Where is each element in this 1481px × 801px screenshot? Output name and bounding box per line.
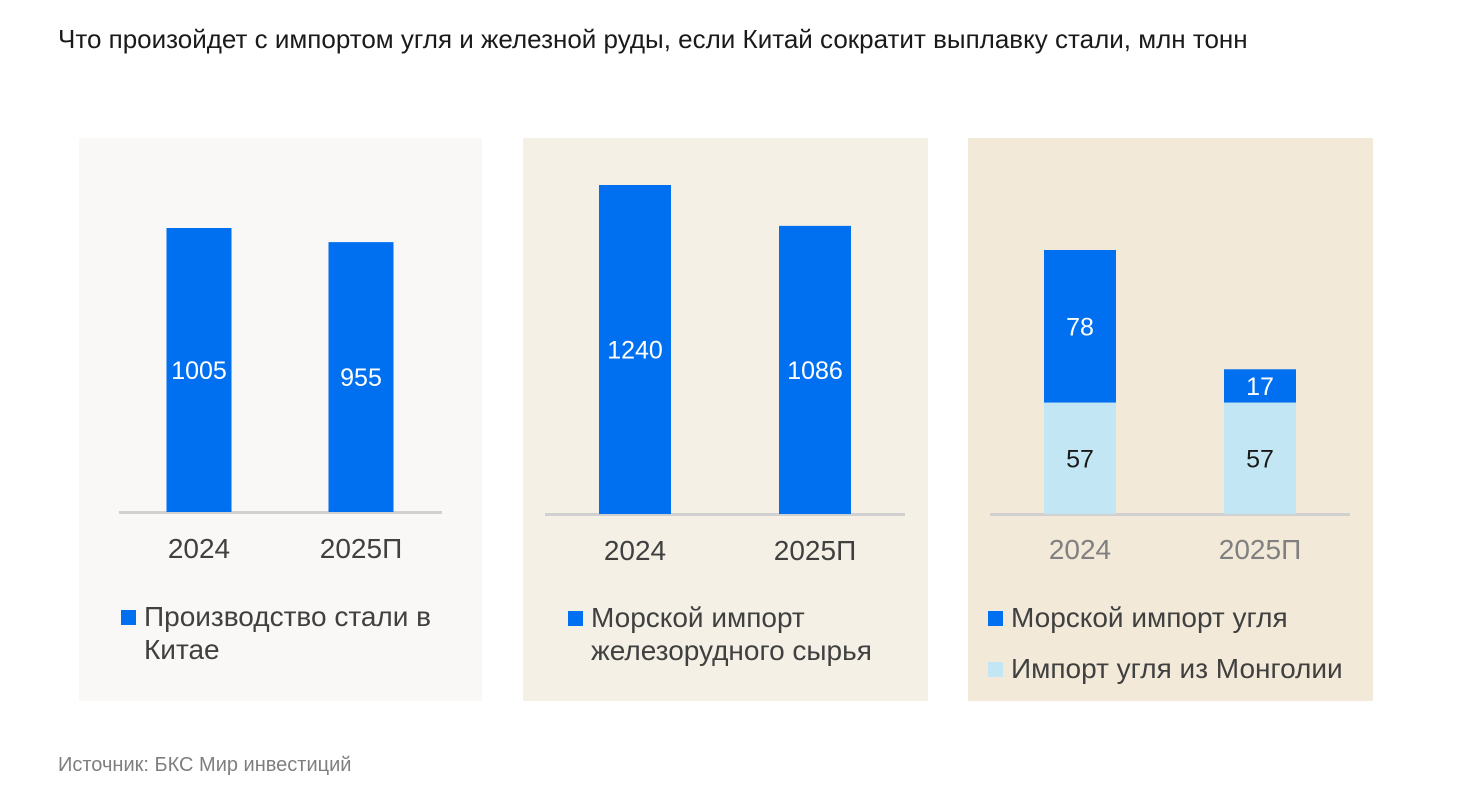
steel-production-panel: 1005 2024 955 2025П Производство стали в Ки…	[79, 138, 482, 701]
bar-2025П	[779, 225, 851, 514]
legend-item-steel-production: Производство стали в Китае	[121, 600, 471, 666]
bar-sea-2025П	[1224, 369, 1296, 403]
x-tick-label: 2025П	[320, 533, 402, 564]
legend-item-mongolia-coal-import: Импорт угля из Монголии	[988, 652, 1373, 685]
bar-2024	[599, 185, 671, 514]
chart-title: Что произойдет с импортом угля и железно…	[58, 24, 1248, 54]
x-tick-label: 2024	[168, 533, 230, 564]
legend-item-sea-coal-import: Морской импорт угля	[988, 601, 1373, 634]
bar-2025П	[328, 242, 394, 512]
x-tick-label: 2025П	[774, 535, 856, 566]
legend-swatch	[988, 662, 1003, 677]
bar-mongolia-2024	[1044, 402, 1116, 514]
bar-2024	[166, 228, 232, 512]
legend-label: Морской импорт железорудного сырья	[591, 602, 872, 666]
iron-ore-import-chart: 1240 2024 1086 2025П	[545, 185, 905, 566]
iron-ore-import-panel: 1240 2024 1086 2025П Морской импорт железор…	[523, 138, 928, 701]
steel-production-chart: 1005 2024 955 2025П	[119, 228, 442, 564]
legend-swatch	[568, 611, 583, 626]
data-label: 78	[1066, 313, 1094, 341]
data-label: 17	[1246, 373, 1274, 401]
data-label: 1240	[607, 337, 663, 365]
legend-label: Морской импорт угля	[1011, 602, 1288, 633]
coal-import-panel: 57 78 2024 57 17 2025П Морской импорт угля Им…	[968, 138, 1373, 701]
legend-swatch	[121, 610, 136, 625]
data-label: 955	[340, 364, 382, 392]
x-tick-label: 2024	[604, 535, 666, 566]
source-note: Источник: БКС Мир инвестиций	[58, 754, 352, 776]
legend-swatch	[988, 611, 1003, 626]
x-tick-label: 2024	[1049, 534, 1111, 565]
legend-item-iron-ore-import: Морской импорт железорудного сырья	[568, 601, 918, 667]
data-label: 57	[1066, 445, 1094, 473]
data-label: 1005	[171, 357, 227, 385]
legend-label: Импорт угля из Монголии	[1011, 653, 1343, 684]
data-label: 1086	[787, 357, 843, 385]
coal-import-chart: 57 78 2024 57 17 2025П	[990, 250, 1350, 565]
data-label: 57	[1246, 445, 1274, 473]
bar-sea-2024	[1044, 250, 1116, 403]
x-tick-label: 2025П	[1219, 534, 1301, 565]
legend-label: Производство стали в Китае	[144, 601, 432, 665]
bar-mongolia-2025П	[1224, 402, 1296, 514]
